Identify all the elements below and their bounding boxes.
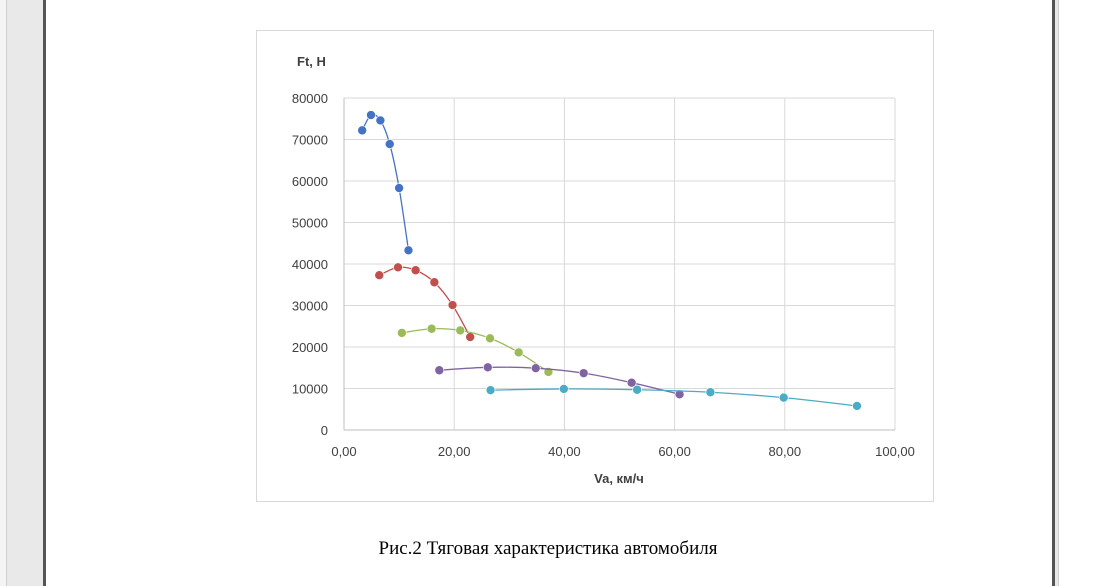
data-point xyxy=(393,262,403,273)
data-point xyxy=(626,377,637,388)
chart-area xyxy=(256,30,934,502)
x-tick-label: 60,00 xyxy=(658,444,691,459)
y-tick-label: 80000 xyxy=(292,91,328,106)
y-tick-label: 60000 xyxy=(292,174,328,189)
data-point xyxy=(674,389,685,400)
x-tick-label: 20,00 xyxy=(438,444,471,459)
y-axis-title: Ft, Н xyxy=(297,54,326,69)
y-tick-label: 0 xyxy=(321,423,328,438)
data-point xyxy=(429,277,440,288)
data-point xyxy=(530,363,541,373)
y-tick-label: 40000 xyxy=(292,257,328,272)
data-point xyxy=(434,365,445,376)
data-point xyxy=(705,387,716,398)
data-point xyxy=(426,323,437,334)
data-point xyxy=(447,300,458,310)
data-point xyxy=(455,325,466,336)
data-point xyxy=(778,392,789,403)
data-point xyxy=(559,384,569,394)
y-tick-label: 30000 xyxy=(292,299,328,314)
figure-caption: Рис.2 Тяговая характеристика автомобиля xyxy=(378,538,718,559)
data-point xyxy=(397,328,407,338)
data-point xyxy=(852,401,862,411)
data-point xyxy=(374,270,385,281)
data-point xyxy=(578,368,589,378)
x-tick-label: 100,00 xyxy=(875,444,915,459)
window-left-edge xyxy=(0,0,7,586)
y-tick-label: 50000 xyxy=(292,216,328,231)
x-axis-title: Va, км/ч xyxy=(594,471,644,486)
y-tick-label: 20000 xyxy=(292,340,328,355)
data-point xyxy=(357,125,367,136)
series-layer xyxy=(357,110,862,411)
y-tick-label: 70000 xyxy=(292,133,328,148)
x-tick-label: 0,00 xyxy=(331,444,356,459)
series-line-3 xyxy=(401,327,549,373)
x-tick-label: 80,00 xyxy=(769,444,802,459)
data-point xyxy=(403,245,414,256)
data-point xyxy=(483,362,493,373)
y-tick-label: 10000 xyxy=(292,382,328,397)
data-point xyxy=(375,115,386,126)
data-point xyxy=(465,332,475,342)
data-point xyxy=(485,385,496,395)
data-point xyxy=(513,347,524,358)
data-point xyxy=(485,333,495,344)
data-point xyxy=(394,183,404,193)
series-line-2 xyxy=(378,266,471,338)
axis-layer: 0 10000 20000 30000 40000 50000 60000 70000 8000… xyxy=(292,91,915,459)
window-right-margin xyxy=(1058,0,1096,586)
x-tick-label: 40,00 xyxy=(548,444,581,459)
data-point xyxy=(366,110,376,120)
series-line-1 xyxy=(361,113,410,251)
data-point xyxy=(632,384,642,395)
data-point xyxy=(384,139,395,149)
series-line-5 xyxy=(490,388,858,407)
data-point xyxy=(410,265,421,276)
